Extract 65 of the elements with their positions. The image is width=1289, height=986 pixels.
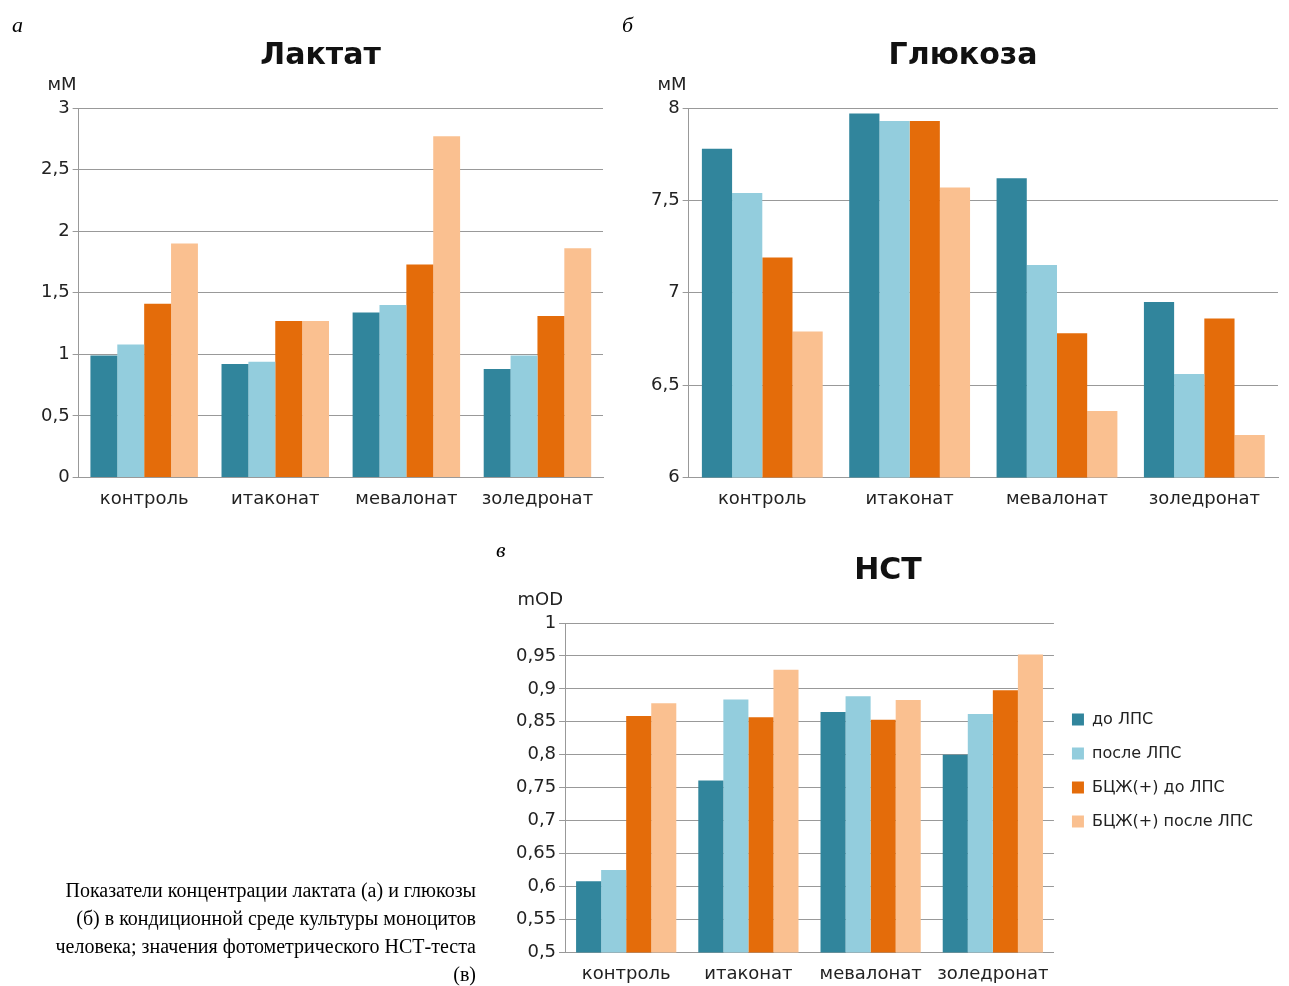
bar bbox=[564, 248, 592, 477]
text: в bbox=[496, 537, 506, 563]
y-axis-title: mOD bbox=[517, 587, 564, 609]
bar bbox=[406, 264, 434, 477]
y-tick-label: 6 bbox=[668, 465, 680, 487]
bar bbox=[433, 136, 461, 477]
legend-label: после ЛПС bbox=[1091, 742, 1182, 762]
y-tick-label: 1,5 bbox=[40, 280, 70, 302]
text: Показатели концентрации лактата (а) и глюкозы (б) в кондиционной среде культуры моноцитов человека; значения фотометрического НСТ-теста (в) bbox=[54, 878, 476, 986]
x-tick-label: контроль bbox=[717, 486, 807, 508]
y-tick-label: 8 bbox=[668, 95, 680, 117]
x-tick-label: мевалонат bbox=[355, 486, 458, 508]
x-tick-label: итаконат bbox=[231, 486, 320, 508]
legend-label: до ЛПС bbox=[1091, 708, 1154, 728]
x-tick-label: мевалонат bbox=[1005, 486, 1109, 508]
x-tick-label: контроль bbox=[99, 486, 189, 508]
y-tick-label: 0,85 bbox=[516, 709, 557, 731]
y-tick-label: 0,95 bbox=[516, 643, 557, 665]
bar bbox=[352, 312, 380, 477]
chart-title: НСТ bbox=[854, 550, 923, 586]
y-tick-label: 0,65 bbox=[516, 841, 557, 863]
y-axis-title: мМ bbox=[657, 72, 687, 94]
y-tick-label: 1 bbox=[58, 341, 70, 363]
x-tick-label: золедронат bbox=[1148, 486, 1260, 508]
x-tick-label: итаконат bbox=[865, 486, 954, 508]
bar bbox=[171, 243, 198, 477]
x-tick-label: контроль bbox=[581, 961, 671, 983]
bar bbox=[483, 369, 511, 477]
legend-label: БЦЖ(+) после ЛПС bbox=[1091, 810, 1253, 830]
bar bbox=[537, 316, 565, 477]
x-tick-label: мевалонат bbox=[819, 961, 922, 983]
y-tick-label: 3 bbox=[58, 95, 70, 117]
chart-title: Лактат bbox=[260, 35, 382, 71]
bar bbox=[117, 344, 145, 477]
y-tick-label: 6,5 bbox=[650, 372, 680, 394]
y-tick-label: 0,6 bbox=[527, 874, 557, 896]
y-tick-label: 0,75 bbox=[516, 775, 557, 797]
text: а bbox=[12, 12, 23, 38]
y-tick-label: 0,8 bbox=[527, 742, 557, 764]
y-tick-label: 0,7 bbox=[527, 808, 557, 830]
bar bbox=[144, 303, 172, 477]
x-tick-label: золедронат bbox=[937, 961, 1049, 983]
bar bbox=[221, 364, 249, 477]
bar bbox=[302, 321, 330, 477]
y-tick-label: 0,9 bbox=[527, 676, 557, 698]
chart-title: Глюкоза bbox=[888, 35, 1038, 71]
text: б bbox=[622, 12, 634, 38]
bar bbox=[275, 321, 303, 477]
y-tick-label: 0,5 bbox=[527, 940, 557, 962]
y-tick-label: 0,5 bbox=[40, 403, 70, 425]
x-tick-label: золедронат bbox=[481, 486, 594, 508]
bar bbox=[248, 361, 276, 477]
y-tick-label: 7 bbox=[668, 280, 680, 302]
bar bbox=[510, 355, 538, 477]
y-axis-title: мМ bbox=[47, 72, 77, 94]
y-tick-label: 0 bbox=[58, 465, 70, 487]
y-tick-label: 0,55 bbox=[516, 907, 557, 929]
y-tick-label: 2,5 bbox=[40, 157, 70, 179]
y-tick-label: 7,5 bbox=[650, 188, 680, 210]
legend-label: БЦЖ(+) до ЛПС bbox=[1091, 776, 1225, 796]
bar bbox=[90, 355, 118, 477]
bar bbox=[379, 305, 407, 477]
y-tick-label: 1 bbox=[544, 610, 557, 632]
x-tick-label: итаконат bbox=[704, 961, 793, 983]
y-tick-label: 2 bbox=[58, 218, 70, 240]
